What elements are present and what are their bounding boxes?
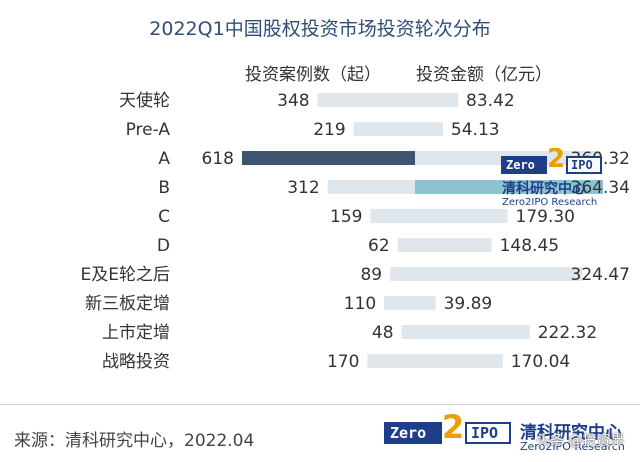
right-bar-0 [415, 93, 459, 107]
logo-cn-name: 清科研究中心 [502, 181, 586, 197]
footer-divider [0, 404, 640, 405]
category-label-5: D [157, 236, 170, 256]
right-bar-6 [415, 267, 583, 281]
right-bar-8 [415, 325, 530, 339]
left-bar-3 [327, 180, 415, 194]
right-value-label-6: 324.47 [571, 265, 630, 285]
footer-logo-ipo: IPO [465, 422, 511, 444]
left-bar-7 [384, 296, 415, 310]
right-value-label-3: 364.34 [571, 178, 630, 198]
category-label-0: 天使轮 [119, 90, 170, 111]
right-bar-9 [415, 354, 503, 368]
right-value-label-5: 148.45 [500, 236, 559, 256]
watermark-text: 头条 @投资界 [536, 433, 625, 449]
footer-logo-en: Zero2IPO Research [520, 440, 625, 453]
left-bar-4 [370, 209, 415, 223]
left-bar-9 [367, 354, 415, 368]
bar-chart: 天使轮34883.42Pre-A21954.13A618360.32B31236… [81, 90, 630, 372]
category-label-8: 上市定增 [102, 323, 170, 343]
left-bar-6 [390, 267, 415, 281]
category-label-7: 新三板定增 [85, 294, 170, 314]
left-value-label-0: 348 [277, 91, 309, 111]
left-value-label-9: 170 [327, 352, 359, 372]
logo-ipo-text: IPO [566, 156, 602, 174]
footer-logo-two: 2 [442, 408, 465, 446]
right-header: 投资金额（亿元） [416, 65, 552, 85]
category-label-1: Pre-A [126, 120, 171, 140]
right-value-label-0: 83.42 [466, 91, 515, 111]
left-bar-5 [397, 238, 415, 252]
right-bar-4 [415, 209, 508, 223]
right-bar-3 [415, 180, 603, 194]
left-value-label-5: 62 [368, 236, 390, 256]
footer-logo-cn: 清科研究中心 [520, 423, 622, 443]
right-bar-1 [415, 122, 443, 136]
left-value-label-8: 48 [372, 323, 394, 343]
logo-zero-text: Zero [501, 156, 547, 174]
footer-logo-zero: Zero [384, 422, 442, 444]
left-value-label-4: 159 [330, 207, 362, 227]
right-value-label-9: 170.04 [511, 352, 570, 372]
right-bar-7 [415, 296, 436, 310]
left-value-label-2: 618 [202, 149, 234, 169]
category-label-4: C [158, 207, 170, 227]
category-label-9: 战略投资 [102, 352, 170, 372]
category-label-3: B [158, 178, 170, 198]
left-bar-1 [353, 122, 415, 136]
chart-title: 2022Q1中国股权投资市场投资轮次分布 [149, 18, 491, 40]
right-bar-5 [415, 238, 492, 252]
left-bar-0 [317, 93, 415, 107]
left-value-label-3: 312 [287, 178, 319, 198]
left-value-label-1: 219 [313, 120, 345, 140]
source-note: 来源：清科研究中心，2022.04 [14, 431, 255, 451]
left-bar-8 [401, 325, 415, 339]
logo-two-text: 2 [547, 144, 566, 174]
right-value-label-1: 54.13 [451, 120, 500, 140]
left-value-label-7: 110 [344, 294, 376, 314]
category-label-6: E及E轮之后 [81, 265, 170, 285]
left-value-label-6: 89 [360, 265, 382, 285]
left-bar-2 [242, 151, 415, 165]
logo-en-name: Zero2IPO Research [502, 197, 598, 208]
right-value-label-8: 222.32 [538, 323, 597, 343]
category-label-2: A [158, 149, 170, 169]
right-value-label-4: 179.30 [516, 207, 575, 227]
right-value-label-7: 39.89 [444, 294, 493, 314]
left-header: 投资案例数（起） [245, 65, 381, 85]
